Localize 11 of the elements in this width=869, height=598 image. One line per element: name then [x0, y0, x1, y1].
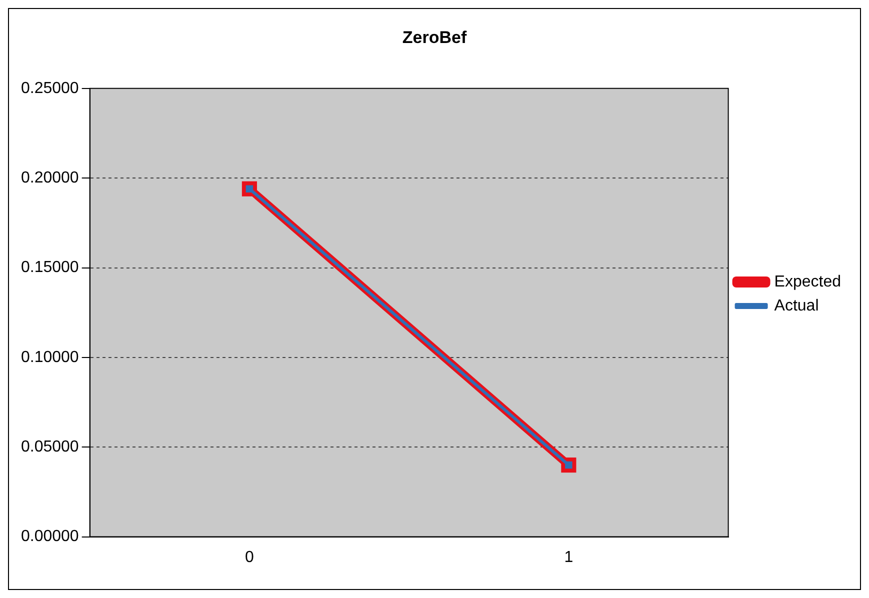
x-tick-label: 0	[244, 548, 254, 566]
y-tick-label: 0.00000	[20, 528, 79, 546]
y-tick-label: 0.25000	[20, 80, 79, 97]
y-tick-label: 0.05000	[20, 438, 79, 456]
y-tick-label: 0.10000	[20, 348, 79, 366]
y-tick-label: 0.15000	[20, 259, 79, 276]
legend-label: Actual	[774, 297, 819, 314]
legend-label: Expected	[774, 273, 842, 290]
x-tick-label: 1	[564, 548, 574, 566]
y-tick-label: 0.20000	[20, 169, 79, 186]
chart-title: ZeroBef	[402, 28, 467, 47]
